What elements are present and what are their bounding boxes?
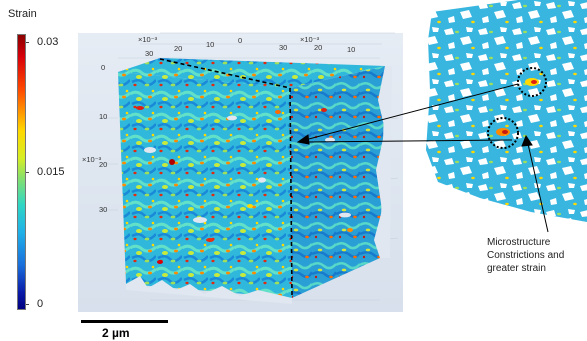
annotation-line-1: Microstructure bbox=[487, 237, 551, 248]
top-tick-3: 10 bbox=[206, 40, 215, 49]
top-axis-multiplier-right: ×10⁻³ bbox=[300, 35, 320, 44]
top-tick-1: 30 bbox=[145, 49, 154, 58]
annotation-line-3: greater strain bbox=[487, 263, 546, 274]
constriction-circle-bottom bbox=[487, 117, 519, 149]
colorbar-max-label: 0.03 bbox=[37, 36, 59, 48]
colorbar-min-label: 0 bbox=[37, 298, 44, 310]
top-right-tick-1: 30 bbox=[279, 43, 288, 52]
cube-top-face bbox=[118, 58, 385, 88]
left-tick-1: 0 bbox=[101, 63, 106, 72]
left-tick-3: 20 bbox=[99, 160, 108, 169]
top-right-tick-2: 20 bbox=[314, 43, 323, 52]
colorbar-tick-mid bbox=[26, 172, 29, 173]
left-tick-4: 30 bbox=[99, 205, 108, 214]
microstructure-inset bbox=[426, 0, 587, 222]
scale-bar bbox=[81, 320, 168, 323]
left-axis-multiplier: ×10⁻³ bbox=[82, 155, 102, 164]
strain-hotspots bbox=[136, 106, 353, 264]
colorbar-tick-max bbox=[26, 42, 29, 43]
constriction-circle-top bbox=[517, 67, 547, 97]
scale-bar-label: 2 µm bbox=[102, 326, 130, 340]
top-tick-4: 0 bbox=[238, 36, 243, 45]
colorbar-title: Strain bbox=[8, 8, 37, 20]
top-axis-multiplier: ×10⁻³ bbox=[138, 35, 158, 44]
annotation-line-2: Constrictions and bbox=[487, 250, 565, 261]
left-tick-2: 10 bbox=[99, 112, 108, 121]
colorbar-tick-min bbox=[26, 304, 29, 305]
section-dashed-lines bbox=[159, 58, 293, 297]
pointer-arrows bbox=[296, 83, 549, 233]
strain-colorbar bbox=[17, 34, 26, 310]
cube-front-face bbox=[118, 72, 292, 298]
cube-side-face bbox=[290, 66, 385, 298]
constriction-annotation: Microstructure Constrictions and greater… bbox=[487, 236, 579, 275]
cube-pores bbox=[126, 66, 392, 304]
top-right-tick-3: 10 bbox=[347, 45, 356, 54]
top-tick-2: 20 bbox=[174, 44, 183, 53]
colorbar-mid-label: 0.015 bbox=[37, 166, 65, 178]
